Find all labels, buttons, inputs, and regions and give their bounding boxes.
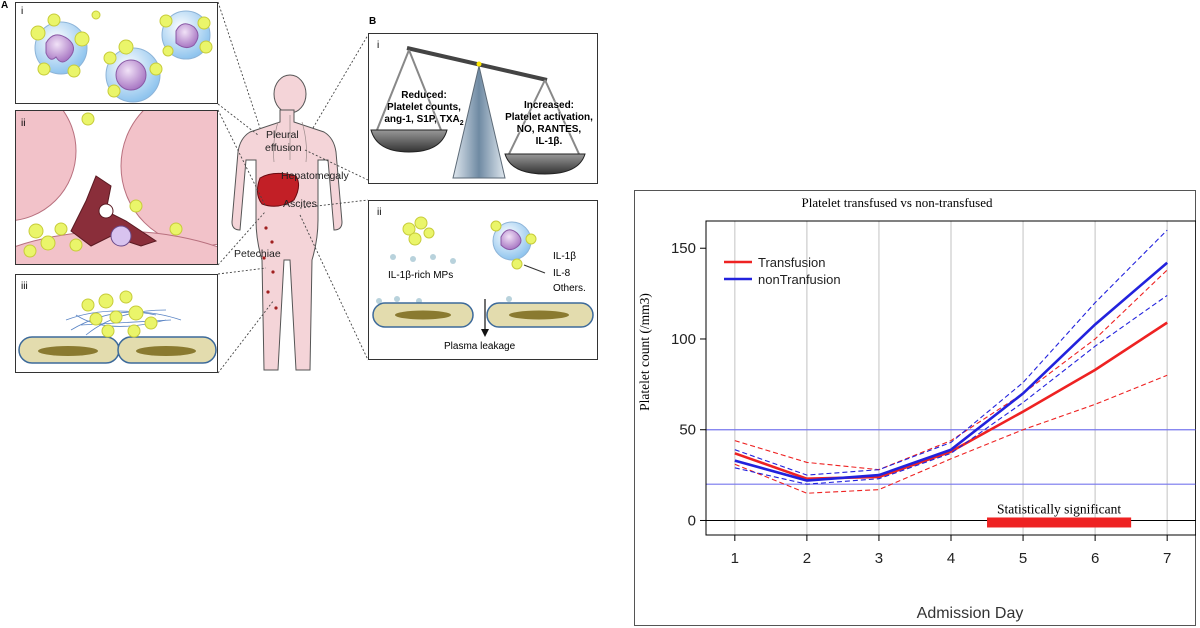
increased-line-2: Platelet activation,: [505, 112, 593, 123]
panel-b-ii: ii IL-1β-rich MPs IL-1β IL-8 Others. Pla…: [368, 200, 598, 360]
y-tick-label-100: 100: [671, 331, 696, 348]
mps-label: IL-1β-rich MPs: [388, 270, 454, 281]
reduced-line-3-text: ang-1, S1P, TXA: [384, 114, 460, 125]
y-tick-label-0: 0: [688, 512, 696, 529]
series-line-nontranfusion-lower: [734, 294, 1168, 485]
x-tick-label-7: 7: [1163, 550, 1171, 567]
leukocyte-platelet-illustration: [30, 10, 213, 103]
legend-label-nontranfusion: nonTranfusion: [758, 272, 841, 287]
label-pleural: Pleural: [266, 129, 299, 141]
label-ascites: Ascites: [283, 198, 317, 210]
panel-a-iii: iii: [15, 274, 218, 373]
reduced-line-2: Platelet counts,: [387, 102, 461, 113]
x-tick-label-3: 3: [875, 550, 883, 567]
balance-scale-illustration: [370, 46, 586, 179]
label-petechiae: Petechiae: [234, 248, 281, 260]
chart-title: Platelet transfused vs non-transfused: [802, 195, 993, 210]
significance-label: Statistically significant: [997, 501, 1121, 516]
panel-a-letter: A: [1, 0, 9, 11]
clot-illustration: [18, 290, 217, 364]
x-axis-label: Admission Day: [917, 605, 1024, 622]
platelet-chart: Platelet transfused vs non-transfused St…: [634, 190, 1196, 626]
increased-text: Increased: Platelet activation, NO, RANT…: [497, 100, 597, 148]
panel-b-letter: B: [369, 16, 377, 27]
x-tick-label-4: 4: [947, 550, 955, 567]
x-tick-label-6: 6: [1091, 550, 1099, 567]
reduced-line-1: Reduced:: [401, 90, 447, 101]
x-tick-label-1: 1: [731, 550, 739, 567]
legend-label-transfusion: Transfusion: [758, 255, 825, 270]
panel-b-i-label: i: [377, 40, 380, 51]
chart-legend: Transfusion nonTranfusion: [724, 255, 841, 287]
panel-a-i: i: [15, 2, 218, 104]
y-tick-label-150: 150: [671, 240, 696, 257]
panel-b-i: i Reduced: Platelet counts, ang-1, S1P, …: [368, 33, 598, 184]
plasma-leakage-illustration: [372, 216, 594, 337]
series-line-nontranfusion-upper: [734, 229, 1168, 476]
series-line-transfusion-upper: [734, 269, 1168, 471]
panel-a-iii-label: iii: [21, 281, 28, 292]
reduced-text: Reduced: Platelet counts, ang-1, S1P, TX…: [373, 90, 475, 130]
plasma-leakage-label: Plasma leakage: [444, 341, 516, 352]
series-line-transfusion-lower: [734, 374, 1168, 494]
series-line-transfusion: [734, 321, 1168, 481]
y-tick-label-50: 50: [679, 422, 696, 439]
il8-label: IL-8: [553, 268, 571, 279]
chart-frame: [634, 190, 1196, 626]
increased-line-3: NO, RANTES,: [516, 124, 582, 135]
increased-line-4: IL-1β.: [535, 136, 563, 147]
x-tick-label-2: 2: [803, 550, 811, 567]
panel-a-ii-label: ii: [21, 118, 26, 129]
series-line-nontranfusion: [734, 261, 1169, 482]
txa-subscript: 2: [459, 120, 464, 127]
panel-b-ii-label: ii: [377, 207, 382, 218]
human-body-figure: [231, 74, 343, 371]
significance-bar: [987, 517, 1132, 528]
panel-a-i-label: i: [21, 6, 24, 17]
y-axis-label: Platelet count (/mm3): [637, 293, 652, 411]
label-effusion: effusion: [265, 142, 302, 154]
others-label: Others.: [553, 283, 586, 294]
tissue-illustration: [16, 111, 217, 264]
increased-line-1: Increased:: [523, 100, 575, 111]
reduced-line-3: ang-1, S1P, TXA2: [373, 114, 475, 130]
il1b-label: IL-1β: [553, 251, 576, 262]
label-hepatomegaly: Hepatomegaly: [281, 170, 349, 182]
panel-a-ii: ii: [15, 110, 218, 265]
x-tick-label-5: 5: [1019, 550, 1027, 567]
